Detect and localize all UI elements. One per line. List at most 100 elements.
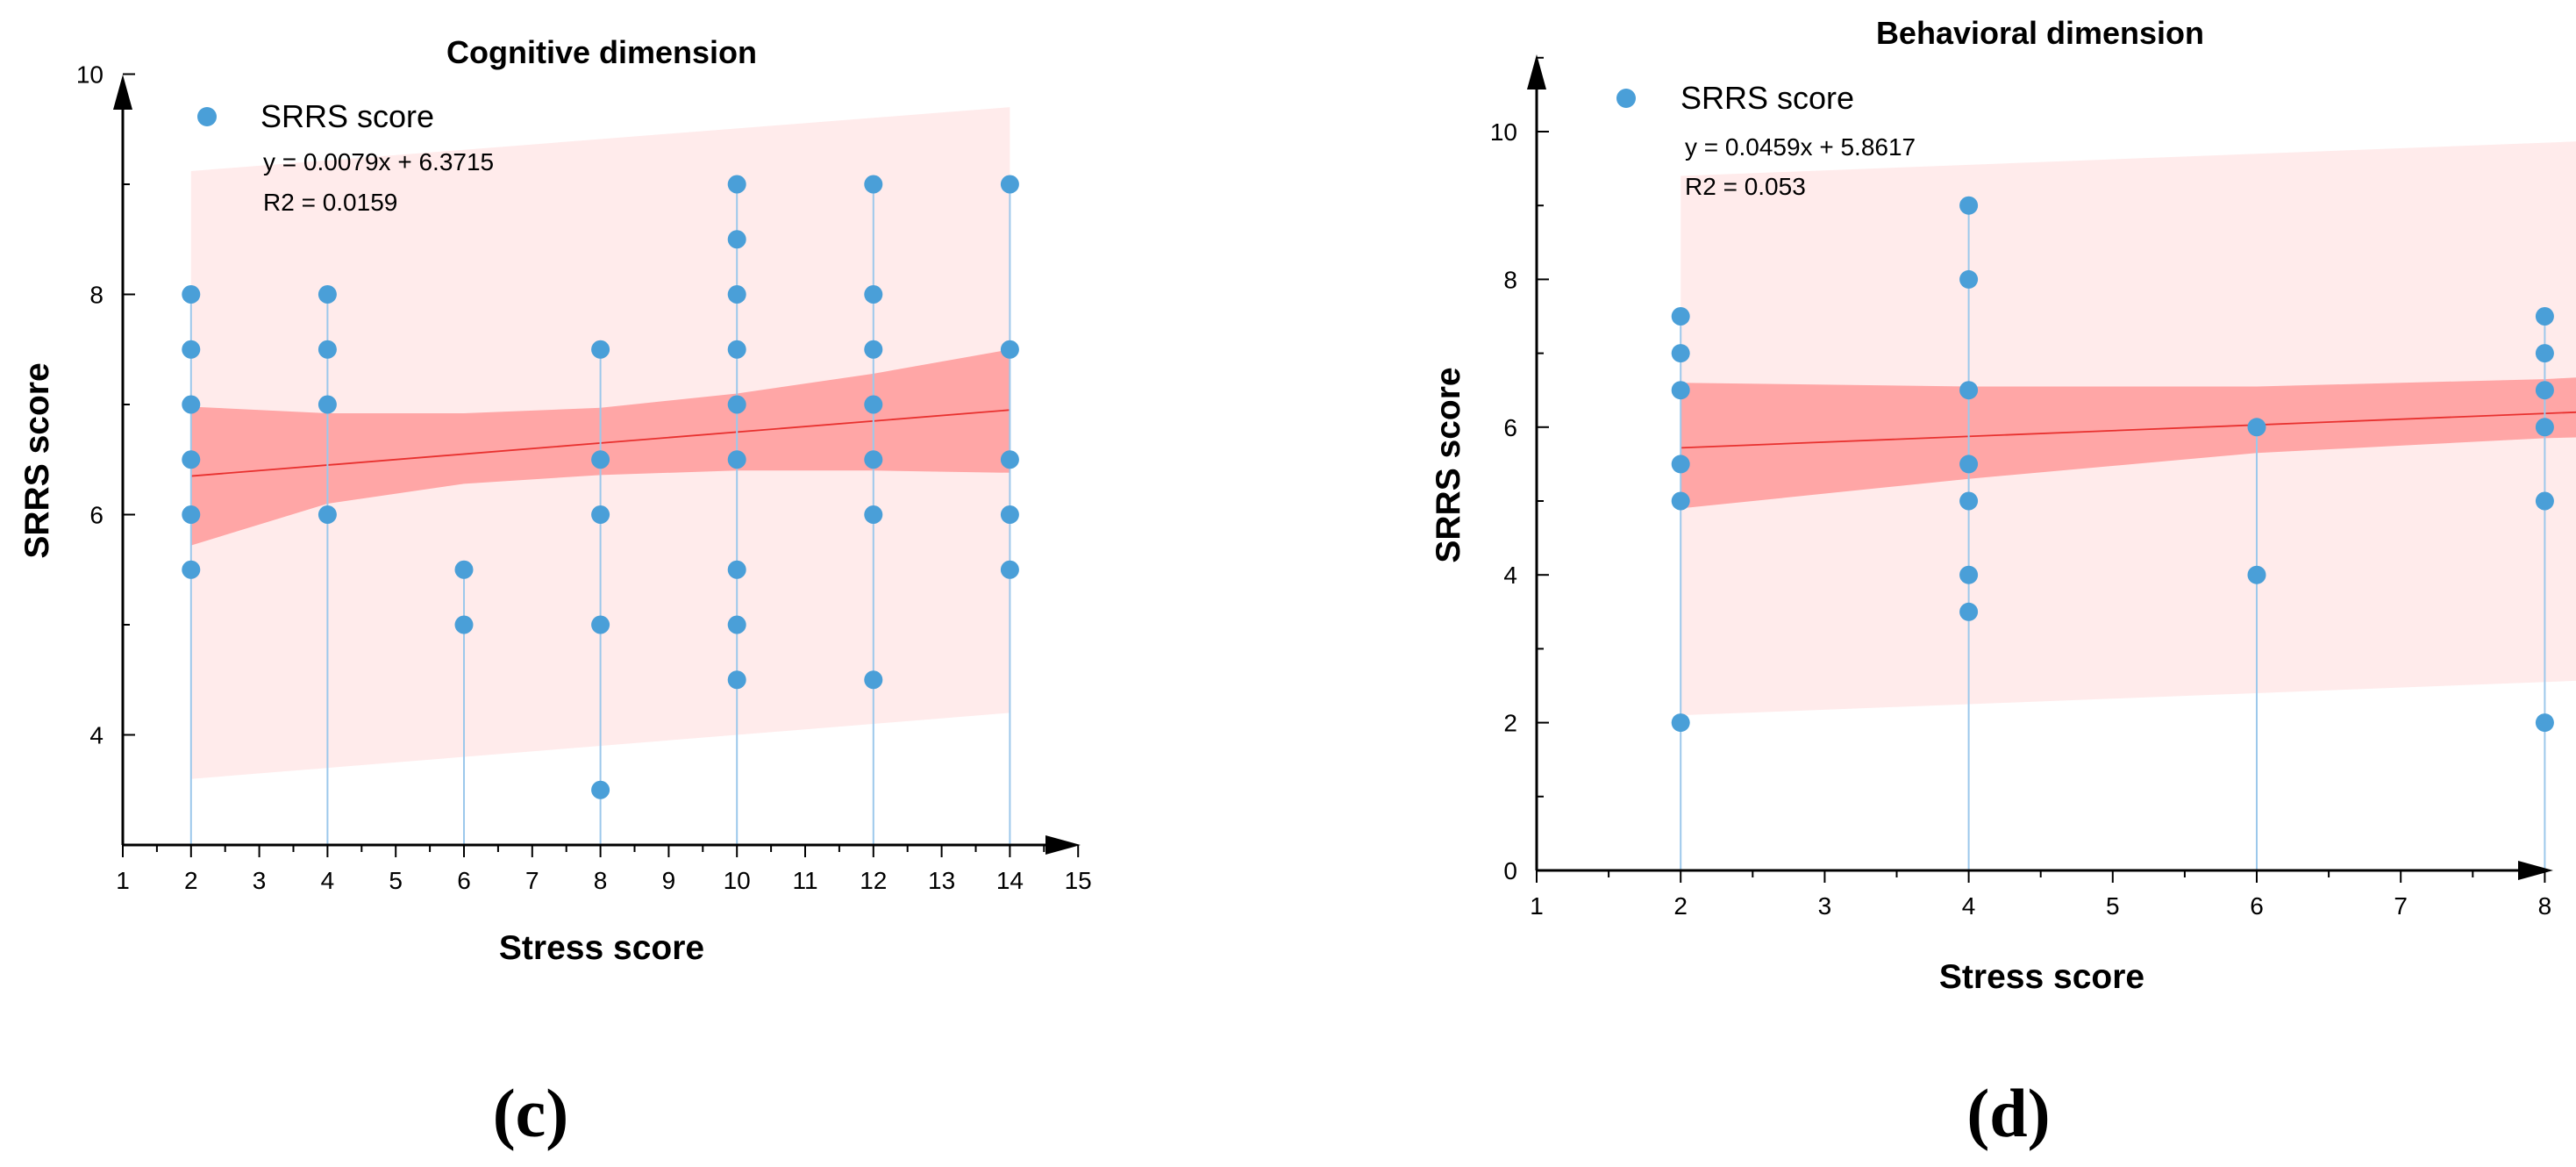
y-tick-label: 6 — [89, 502, 103, 529]
data-point — [727, 175, 746, 194]
data-point — [2535, 381, 2554, 400]
x-tick-label: 10 — [724, 867, 751, 894]
data-point — [591, 340, 610, 359]
x-tick-label: 8 — [2538, 892, 2552, 920]
data-point — [318, 285, 337, 304]
data-point — [2247, 565, 2266, 584]
chart-panel-d: 1234567891011121314150246810Behavioral d… — [1430, 15, 2576, 1151]
data-point — [2535, 307, 2554, 326]
y-axis-arrow — [1527, 54, 1546, 89]
chart-title: Cognitive dimension — [446, 34, 757, 70]
x-tick-label: 8 — [594, 867, 608, 894]
r-squared-label: R2 = 0.053 — [1685, 173, 1806, 200]
data-point — [591, 615, 610, 634]
data-point — [1671, 491, 1690, 511]
y-tick-label: 4 — [1503, 562, 1517, 589]
data-point — [2247, 418, 2266, 437]
data-point — [1000, 175, 1019, 194]
data-point — [1959, 196, 1979, 215]
x-tick-label: 7 — [525, 867, 539, 894]
data-point — [864, 670, 883, 690]
data-point — [727, 450, 746, 469]
x-tick-label: 6 — [457, 867, 471, 894]
x-tick-label: 3 — [253, 867, 267, 894]
x-tick-label: 11 — [792, 867, 817, 894]
x-tick-label: 6 — [2250, 892, 2264, 920]
y-tick-label: 8 — [1503, 266, 1517, 293]
data-point — [2535, 418, 2554, 437]
y-tick-label: 10 — [1490, 118, 1517, 146]
data-point — [1959, 455, 1979, 474]
data-point — [1959, 269, 1979, 289]
y-tick-label: 2 — [1503, 710, 1517, 737]
regression-equation: y = 0.0079x + 6.3715 — [263, 148, 494, 175]
data-point — [1000, 450, 1019, 469]
data-point — [591, 780, 610, 799]
x-axis-arrow — [1045, 835, 1081, 855]
data-point — [864, 340, 883, 359]
data-point — [727, 670, 746, 690]
legend-label: SRRS score — [1680, 80, 1854, 116]
data-point — [1959, 381, 1979, 400]
data-point — [1000, 505, 1019, 524]
x-tick-label: 1 — [1530, 892, 1544, 920]
x-axis-title: Stress score — [499, 929, 704, 967]
data-point — [182, 560, 201, 579]
data-point — [1959, 565, 1979, 584]
data-point — [182, 395, 201, 414]
data-point — [864, 395, 883, 414]
x-axis-title: Stress score — [1939, 958, 2144, 996]
x-tick-label: 4 — [1962, 892, 1976, 920]
x-tick-label: 5 — [2106, 892, 2120, 920]
y-axis-title: SRRS score — [18, 362, 56, 558]
panel-label: (c) — [493, 1075, 569, 1151]
y-tick-label: 6 — [1503, 414, 1517, 441]
data-point — [318, 505, 337, 524]
data-point — [864, 450, 883, 469]
data-point — [864, 505, 883, 524]
data-point — [591, 505, 610, 524]
data-point — [1671, 344, 1690, 363]
y-axis-title: SRRS score — [1430, 367, 1467, 562]
x-axis-arrow — [2518, 861, 2553, 880]
data-point — [864, 175, 883, 194]
data-point — [1959, 491, 1979, 511]
data-point — [182, 285, 201, 304]
data-point — [1671, 455, 1690, 474]
data-point — [2535, 491, 2554, 511]
data-point — [2535, 344, 2554, 363]
y-tick-label: 8 — [89, 282, 103, 309]
chart-title: Behavioral dimension — [1876, 15, 2204, 51]
data-point — [182, 505, 201, 524]
data-point — [1000, 560, 1019, 579]
x-tick-label: 4 — [321, 867, 335, 894]
confidence-band — [1680, 377, 2576, 509]
data-point — [1959, 602, 1979, 621]
data-point — [182, 450, 201, 469]
data-point — [1671, 381, 1690, 400]
data-point — [727, 285, 746, 304]
x-tick-label: 9 — [662, 867, 676, 894]
x-tick-label: 13 — [928, 867, 955, 894]
x-tick-label: 2 — [184, 867, 198, 894]
data-point — [1671, 307, 1690, 326]
data-point — [182, 340, 201, 359]
data-point — [727, 340, 746, 359]
legend-marker — [197, 107, 217, 126]
data-point — [727, 395, 746, 414]
data-point — [1671, 713, 1690, 733]
x-tick-label: 5 — [389, 867, 403, 894]
panel-label: (d) — [1966, 1075, 2050, 1151]
data-point — [727, 615, 746, 634]
y-axis-arrow — [113, 75, 132, 110]
r-squared-label: R2 = 0.0159 — [263, 189, 397, 216]
data-point — [1000, 340, 1019, 359]
x-tick-label: 1 — [116, 867, 130, 894]
x-tick-label: 3 — [1818, 892, 1832, 920]
x-tick-label: 2 — [1673, 892, 1688, 920]
x-tick-label: 15 — [1065, 867, 1092, 894]
data-point — [727, 560, 746, 579]
y-tick-label: 4 — [89, 722, 103, 749]
